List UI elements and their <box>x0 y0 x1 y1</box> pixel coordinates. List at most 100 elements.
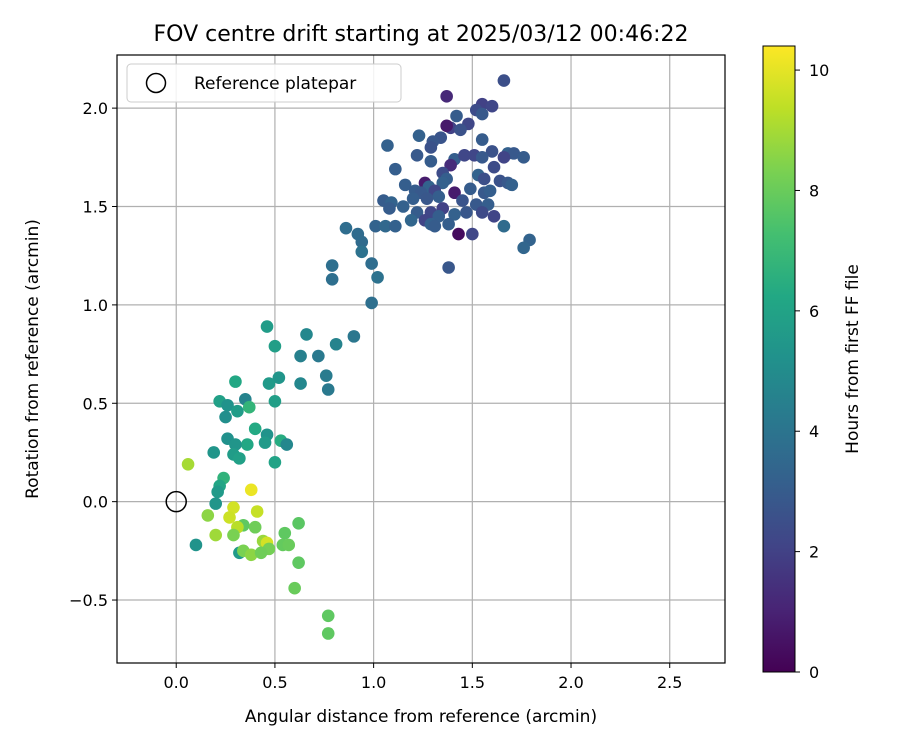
scatter-point <box>254 546 268 560</box>
scatter-point <box>189 538 203 552</box>
y-tick-label: 1.0 <box>83 296 108 315</box>
scatter-point <box>497 219 511 233</box>
scatter-point <box>475 151 489 164</box>
scatter-point <box>272 371 286 384</box>
scatter-point <box>487 160 501 174</box>
scatter-point <box>475 133 489 146</box>
scatter-point <box>227 528 240 542</box>
y-tick-label: 0.0 <box>83 493 108 512</box>
scatter-point <box>466 227 479 241</box>
scatter-point <box>497 74 511 87</box>
scatter-point <box>181 457 195 471</box>
scatter-point <box>448 208 461 221</box>
scatter-point <box>517 151 530 164</box>
scatter-point <box>233 452 246 465</box>
x-tick-label: 1.5 <box>460 673 485 692</box>
scatter-point <box>428 219 442 233</box>
colorbar-tick-label: 0 <box>809 663 819 682</box>
scatter-point <box>312 349 325 363</box>
scatter-point <box>477 172 491 186</box>
scatter-point <box>229 375 242 388</box>
scatter-point <box>442 217 455 231</box>
y-tick-label: −0.5 <box>69 591 108 610</box>
scatter-point <box>248 520 262 534</box>
chart-title: FOV centre drift starting at 2025/03/12 … <box>154 22 689 47</box>
x-tick-label: 2.5 <box>657 673 682 692</box>
scatter-point <box>436 176 450 190</box>
scatter-point <box>219 410 232 424</box>
colorbar-tick-label: 10 <box>809 61 829 80</box>
scatter-point <box>497 151 511 164</box>
scatter-point <box>211 485 224 499</box>
scatter-point <box>321 609 335 623</box>
scatter-point <box>420 192 434 205</box>
scatter-point <box>258 436 272 449</box>
scatter-point <box>209 528 223 542</box>
x-tick-label: 2.0 <box>558 673 583 692</box>
scatter-point <box>347 330 361 343</box>
scatter-point <box>452 227 465 241</box>
scatter-point <box>442 261 455 274</box>
scatter-point <box>404 213 418 227</box>
scatter-point <box>398 178 412 192</box>
scatter-point <box>454 123 467 137</box>
scatter-point <box>507 147 521 160</box>
scatter-point <box>456 194 469 207</box>
colorbar-tick-label: 2 <box>809 543 819 562</box>
scatter-point <box>389 219 402 233</box>
scatter-point <box>221 398 234 412</box>
scatter-point <box>460 206 473 219</box>
scatter-point <box>365 296 378 310</box>
scatter-point <box>278 526 292 540</box>
scatter-point <box>440 119 453 133</box>
scatter-point <box>379 219 392 233</box>
scatter-point <box>329 337 343 351</box>
scatter-point <box>244 483 258 497</box>
scatter-point <box>424 141 438 154</box>
scatter-point <box>231 404 244 418</box>
y-axis-label: Rotation from reference (arcmin) <box>23 219 43 499</box>
y-tick-label: 0.5 <box>83 394 108 413</box>
scatter-point <box>321 383 335 396</box>
colorbar-tick-label: 6 <box>809 302 819 321</box>
scatter-point <box>381 139 394 152</box>
scatter-point <box>260 320 274 333</box>
legend-entry-reference: Reference platepar <box>194 74 356 94</box>
scatter-point <box>389 162 402 176</box>
scatter-point <box>207 446 221 459</box>
reference-platepar-marker <box>165 490 187 513</box>
scatter-point <box>505 178 519 192</box>
scatter-point <box>292 516 305 530</box>
scatter-point <box>282 538 296 552</box>
scatter-point <box>244 548 258 562</box>
scatter-point <box>355 245 369 259</box>
scatter-point <box>369 219 382 233</box>
scatter-point <box>440 90 453 103</box>
y-tick-label: 2.0 <box>83 99 108 118</box>
scatter-point <box>450 109 463 123</box>
scatter-point <box>242 400 256 414</box>
scatter-point <box>321 627 335 640</box>
scatter-point <box>288 581 301 595</box>
scatter-point <box>464 182 477 196</box>
scatter-point <box>248 422 262 436</box>
scatter-point <box>412 129 426 142</box>
scatter-point <box>396 200 410 213</box>
scatter-point <box>262 377 276 390</box>
scatter-point <box>485 99 499 113</box>
scatter-point <box>223 511 236 524</box>
scatter-point <box>371 271 384 284</box>
scatter-point <box>410 149 424 162</box>
scatter-point <box>201 509 215 522</box>
scatter-point <box>227 501 240 514</box>
scatter-point <box>444 158 457 172</box>
scatter-point <box>432 210 446 223</box>
legend-marker-icon <box>145 72 167 94</box>
grid-lines <box>117 55 725 663</box>
scatter-point <box>300 328 313 341</box>
colorbar-tick-label: 8 <box>809 181 819 200</box>
scatter-point <box>424 154 438 168</box>
scatter-point <box>487 210 501 223</box>
y-tick-label: 1.5 <box>83 198 108 217</box>
